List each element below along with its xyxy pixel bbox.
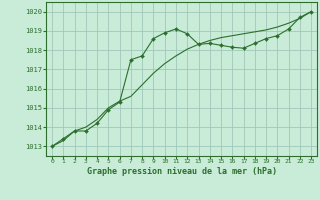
X-axis label: Graphe pression niveau de la mer (hPa): Graphe pression niveau de la mer (hPa)	[87, 167, 276, 176]
